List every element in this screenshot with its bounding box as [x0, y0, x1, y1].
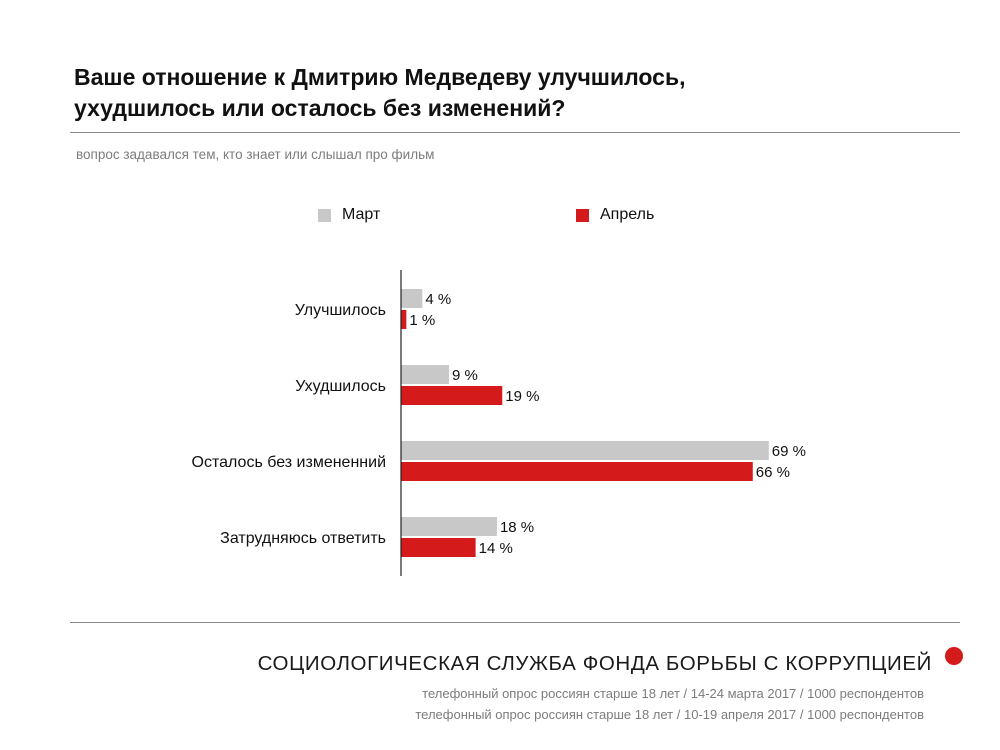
chart-title-line-1: Ваше отношение к Дмитрию Медведеву улучш… [74, 64, 686, 90]
bar-worsened-march [401, 365, 449, 384]
legend-label-april: Апрель [600, 206, 655, 223]
value-label-improved-april: 1 % [409, 312, 435, 329]
chart-title-line-2: ухудшилось или осталось без изменений? [74, 95, 566, 121]
category-label-worsened: Ухудшилось [295, 378, 386, 395]
value-label-hard-to-say-april: 14 % [479, 540, 513, 557]
bar-unchanged-april [401, 462, 753, 481]
legend-item-april: Апрель [576, 206, 654, 224]
organization-name: СОЦИОЛОГИЧЕСКАЯ СЛУЖБА ФОНДА БОРЬБЫ С КО… [257, 652, 932, 675]
source-note-march: телефонный опрос россиян старше 18 лет /… [422, 686, 924, 701]
bar-improved-march [401, 289, 423, 308]
bottom-divider [70, 622, 960, 623]
value-label-hard-to-say-march: 18 % [500, 519, 534, 536]
value-label-unchanged-april: 66 % [756, 464, 790, 481]
bar-improved-april [401, 310, 407, 329]
bar-unchanged-march [401, 441, 769, 460]
source-note-april: телефонный опрос россиян старше 18 лет /… [415, 707, 924, 722]
value-label-worsened-march: 9 % [452, 367, 478, 384]
category-label-hard-to-say: Затрудняюсь ответить [220, 530, 386, 547]
bar-hard-to-say-march [401, 517, 497, 536]
chart-title: Ваше отношение к Дмитрию Медведеву улучш… [74, 62, 954, 124]
legend-swatch-march [318, 208, 331, 222]
value-label-improved-march: 4 % [425, 291, 451, 308]
bar-hard-to-say-april [401, 538, 476, 557]
value-label-unchanged-march: 69 % [772, 443, 806, 460]
legend-item-march: Март [318, 206, 380, 224]
legend-swatch-april [576, 208, 589, 222]
value-label-worsened-april: 19 % [505, 388, 539, 405]
logo-dot [945, 647, 963, 665]
bar-worsened-april [401, 386, 503, 405]
legend-label-march: Март [342, 206, 381, 223]
top-divider [70, 132, 960, 133]
chart-subtitle: вопрос задавался тем, кто знает или слыш… [76, 147, 435, 162]
category-label-unchanged: Осталось без измененний [192, 454, 386, 471]
category-label-improved: Улучшилось [295, 302, 386, 319]
